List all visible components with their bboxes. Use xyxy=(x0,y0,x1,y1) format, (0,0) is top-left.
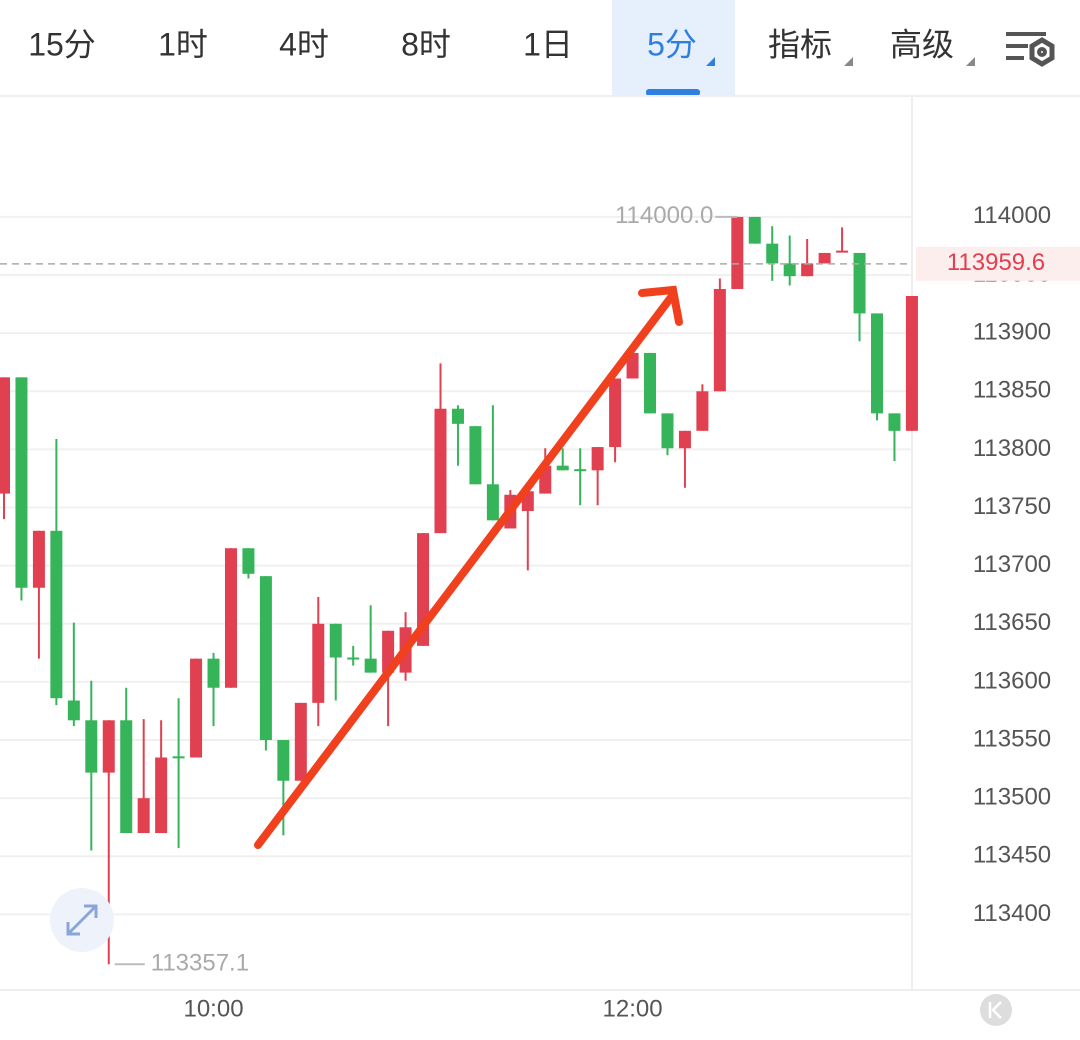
trend-arrow xyxy=(254,285,683,849)
settings-icon[interactable] xyxy=(1006,32,1055,67)
last-price-box xyxy=(916,246,1080,281)
tab[interactable]: 指标 xyxy=(768,26,853,66)
tab-underline xyxy=(646,89,700,96)
y-tick-label: 113700 xyxy=(973,551,1051,578)
candle-body xyxy=(696,391,709,431)
tab-label: 高级 xyxy=(890,26,954,62)
candle-body xyxy=(0,377,10,494)
tab[interactable]: 8时 xyxy=(401,26,451,62)
y-tick-label: 113750 xyxy=(973,493,1051,520)
tab[interactable]: 高级 xyxy=(890,26,975,66)
tab-label: 5分 xyxy=(647,26,697,62)
candle-body xyxy=(678,430,691,449)
tab[interactable]: 5分 xyxy=(612,0,735,96)
candle-body xyxy=(836,250,849,253)
candle-body xyxy=(574,469,587,472)
dropdown-caret xyxy=(844,57,853,66)
candle-body xyxy=(224,548,237,688)
candle-body xyxy=(172,756,185,759)
candle-body xyxy=(137,798,150,834)
candle-body xyxy=(102,720,115,773)
dropdown-caret xyxy=(706,57,715,66)
candle-body xyxy=(486,484,499,521)
candle-body xyxy=(801,263,814,277)
candle-body xyxy=(591,447,604,471)
candle-body xyxy=(661,413,674,449)
candle-body xyxy=(871,313,883,414)
candle-body xyxy=(783,263,796,277)
candle-body xyxy=(15,377,28,588)
dropdown-caret xyxy=(966,57,975,66)
y-tick-label: 113850 xyxy=(973,377,1051,404)
tab-label: 8时 xyxy=(401,26,451,62)
candle-body xyxy=(85,720,98,773)
candle-body xyxy=(294,702,307,781)
candle-body xyxy=(451,408,464,424)
candle-body xyxy=(713,288,726,392)
candle-body xyxy=(32,530,45,588)
candle-body xyxy=(242,548,255,574)
candle-body xyxy=(190,658,203,758)
tab-label: 15分 xyxy=(28,26,96,62)
y-tick-label: 113600 xyxy=(973,667,1051,694)
candle-body xyxy=(626,352,639,379)
candle-body xyxy=(434,408,447,534)
scroll-end-button[interactable] xyxy=(980,994,1012,1026)
candle-body xyxy=(50,530,63,699)
candle-body xyxy=(277,740,290,781)
candle-body xyxy=(905,295,918,431)
y-tick-label: 113800 xyxy=(973,435,1051,462)
x-tick-label: 12:00 xyxy=(603,995,663,1022)
candle-body xyxy=(469,426,482,485)
candle-body xyxy=(120,720,133,834)
candle-body xyxy=(609,378,622,448)
x-tick-label: 10:00 xyxy=(183,995,243,1022)
y-tick-label: 113400 xyxy=(973,900,1051,927)
tab-active-bg xyxy=(612,0,735,95)
tab[interactable]: 4时 xyxy=(279,26,329,62)
candle-body xyxy=(259,576,272,741)
candle-body xyxy=(853,252,866,314)
candle-body xyxy=(818,252,831,264)
candle-body xyxy=(364,658,377,673)
candle-body xyxy=(155,757,168,834)
expand-button[interactable] xyxy=(50,888,114,952)
candle-body xyxy=(888,413,901,431)
low-label: 113357.1 xyxy=(151,950,249,977)
candle-body xyxy=(731,216,744,289)
candle-body xyxy=(766,243,779,264)
candle-body xyxy=(329,623,342,658)
tab-label: 1日 xyxy=(523,26,573,62)
candle-body xyxy=(207,658,220,688)
y-tick-label: 113900 xyxy=(973,319,1051,346)
y-tick-label: 114000 xyxy=(973,202,1051,229)
candle-body xyxy=(748,216,761,244)
tab[interactable]: 15分 xyxy=(28,26,96,62)
y-tick-label: 113650 xyxy=(973,609,1051,636)
candle-body xyxy=(312,623,325,703)
tab[interactable]: 1时 xyxy=(158,26,208,62)
tab-bar: 15分 1时 4时 8时 1日 5分 指标 高级 xyxy=(28,0,975,96)
y-tick-label: 113500 xyxy=(973,784,1051,811)
high-label: 114000.0 xyxy=(615,202,713,229)
tab-label: 4时 xyxy=(279,26,329,62)
tab[interactable]: 1日 xyxy=(523,26,573,62)
plot: 113400 113450 113500 113550 113600 113650 1137… xyxy=(0,202,1080,1022)
candle-body xyxy=(347,657,360,660)
y-tick-label: 113450 xyxy=(973,842,1051,869)
last-price-label: 113959.6 xyxy=(947,249,1045,276)
candle-body xyxy=(556,465,569,471)
tab-label: 指标 xyxy=(768,26,832,62)
candle-body xyxy=(644,352,657,414)
tab-label: 1时 xyxy=(158,26,208,62)
candle-body xyxy=(67,700,80,721)
y-tick-label: 113550 xyxy=(973,725,1051,752)
